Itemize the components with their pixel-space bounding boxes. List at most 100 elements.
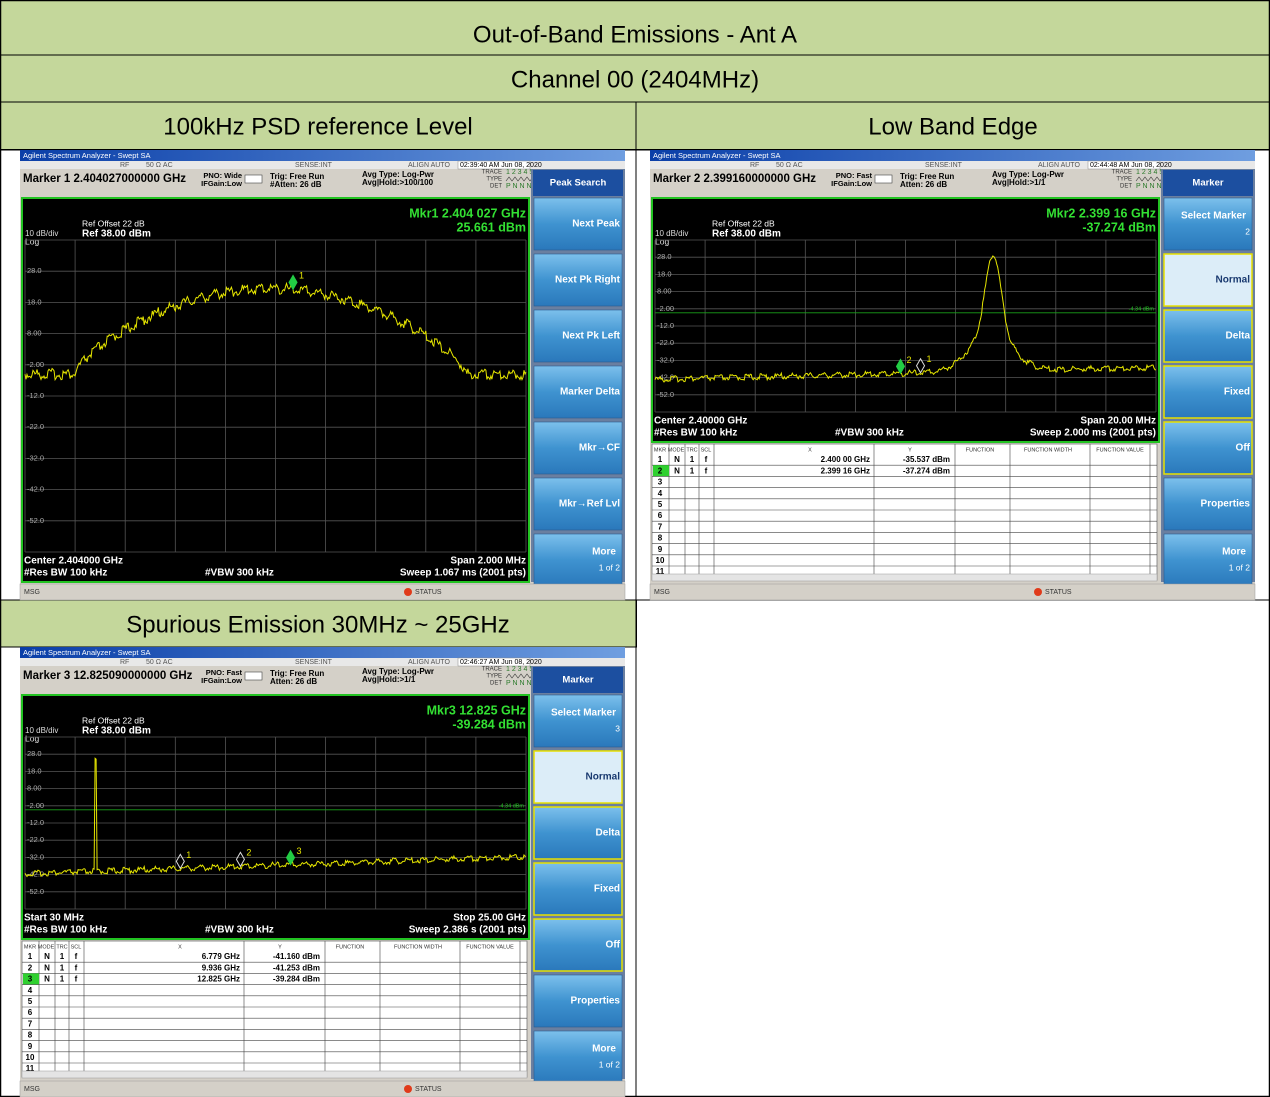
marker-number: 2 bbox=[246, 848, 251, 858]
ref-offset: Ref Offset 22 dB bbox=[82, 715, 145, 725]
table-cell: 7 bbox=[658, 522, 663, 531]
table-cell: 12.825 GHz bbox=[197, 975, 240, 984]
attenuation: Atten: 26 dB bbox=[270, 677, 317, 686]
table-cell: N bbox=[674, 466, 680, 475]
graticule-label: -12.0 bbox=[27, 818, 44, 827]
graticule-label: -32.0 bbox=[27, 852, 44, 861]
table-header: MKR bbox=[654, 447, 666, 453]
timestamp: 02:46:27 AM Jun 08, 2020 bbox=[460, 659, 542, 666]
graticule-label: -22.0 bbox=[657, 338, 674, 347]
softkey-label: Next Pk Right bbox=[555, 275, 621, 286]
table-cell: 1 bbox=[60, 975, 65, 984]
status: STATUS bbox=[415, 1086, 442, 1093]
softkey bbox=[534, 1031, 622, 1083]
table-cell: 2.400 00 GHz bbox=[821, 455, 870, 464]
window-title: Agilent Spectrum Analyzer - Swept SA bbox=[23, 151, 151, 160]
table-cell: N bbox=[44, 952, 50, 961]
ref-level: Ref 38.00 dBm bbox=[82, 726, 151, 737]
table-title: Out-of-Band Emissions - Ant A bbox=[473, 21, 797, 48]
window-title: Agilent Spectrum Analyzer - Swept SA bbox=[23, 648, 151, 657]
softkey-label: Properties bbox=[571, 996, 621, 1007]
table-header: FUNCTION VALUE bbox=[466, 944, 514, 950]
timestamp: 02:39:40 AM Jun 08, 2020 bbox=[460, 162, 542, 169]
table-cell: f bbox=[705, 466, 708, 475]
softkey-label: Fixed bbox=[594, 884, 620, 895]
softkey-sublabel: 1 of 2 bbox=[599, 562, 621, 572]
softkey-label: Select Marker bbox=[551, 708, 616, 719]
table-header: FUNCTION bbox=[336, 944, 364, 950]
rf-label: RF bbox=[120, 659, 129, 666]
marker-table bbox=[652, 444, 1157, 580]
det-label: DET bbox=[1120, 184, 1132, 190]
frequency-end: Span 2.000 MHz bbox=[450, 556, 526, 567]
avg-hold: Avg|Hold:>100/100 bbox=[362, 178, 434, 187]
report-page: Out-of-Band Emissions - Ant A Channel 00… bbox=[0, 0, 1270, 1097]
table-header: MODE bbox=[668, 447, 685, 453]
status-icon bbox=[1034, 588, 1042, 596]
graticule-label: 18.0 bbox=[657, 269, 672, 278]
graticule-label: 28.0 bbox=[657, 252, 672, 261]
frequency-end: Span 20.00 MHz bbox=[1080, 416, 1156, 427]
softkey-label: Properties bbox=[1201, 499, 1251, 510]
graticule-label: 8.00 bbox=[27, 784, 42, 793]
sense: SENSE:INT bbox=[925, 162, 963, 169]
table-header: MODE bbox=[38, 944, 55, 950]
table-cell: 6 bbox=[658, 511, 663, 520]
table-cell: -37.274 dBm bbox=[903, 466, 950, 475]
marker-readout: Marker 2 2.399160000000 GHz bbox=[653, 173, 816, 185]
softkey-label: Next Peak bbox=[572, 219, 620, 230]
marker-frequency: Mkr1 2.404 027 GHz bbox=[409, 206, 526, 220]
graticule-label: -12.0 bbox=[657, 321, 674, 330]
marker-readout: Marker 1 2.404027000000 GHz bbox=[23, 173, 186, 185]
sweep: Sweep 2.386 s (2001 pts) bbox=[409, 925, 526, 936]
msg: MSG bbox=[24, 589, 40, 596]
coupling: 50 Ω AC bbox=[146, 162, 173, 169]
rf-label: RF bbox=[120, 162, 129, 169]
table-cell: 1 bbox=[60, 963, 65, 972]
align: ALIGN AUTO bbox=[1038, 162, 1080, 169]
softkey bbox=[1164, 198, 1252, 250]
table-cell: N bbox=[44, 963, 50, 972]
table-cell: -35.537 dBm bbox=[903, 455, 950, 464]
frequency-end: Stop 25.00 GHz bbox=[453, 913, 526, 924]
ref-level: Ref 38.00 dBm bbox=[712, 229, 781, 240]
graticule-label: -32.0 bbox=[27, 453, 44, 462]
table-cell: 4 bbox=[658, 489, 663, 498]
ref-offset: Ref Offset 22 dB bbox=[712, 218, 775, 228]
softkey-label: Fixed bbox=[1224, 387, 1250, 398]
table-cell: 6.779 GHz bbox=[202, 952, 240, 961]
scrollbar bbox=[22, 1071, 527, 1078]
softkey-label: Normal bbox=[1216, 275, 1251, 286]
table-header: SCL bbox=[701, 447, 712, 453]
softkey-label: Delta bbox=[596, 828, 621, 839]
frequency-start: Center 2.404000 GHz bbox=[24, 556, 123, 567]
cell-heading: Spurious Emission 30MHz ~ 25GHz bbox=[126, 611, 509, 638]
type-label: TYPE bbox=[486, 674, 502, 680]
table-cell: f bbox=[75, 975, 78, 984]
table-cell: 10 bbox=[26, 1053, 35, 1062]
graticule-label: 28.0 bbox=[27, 266, 42, 275]
scale-type: Log bbox=[25, 733, 39, 743]
rbw: #Res BW 100 kHz bbox=[24, 925, 107, 936]
table-header: SCL bbox=[71, 944, 82, 950]
avg-hold: Avg|Hold:>1/1 bbox=[992, 178, 1046, 187]
table-cell: 5 bbox=[28, 997, 33, 1006]
table-header: Y bbox=[908, 447, 912, 453]
table-cell: 9 bbox=[658, 545, 663, 554]
softkey-label: Mkr→CF bbox=[579, 443, 620, 454]
graticule-label: -12.0 bbox=[27, 391, 44, 400]
ref-level: Ref 38.00 dBm bbox=[82, 229, 151, 240]
marker-level: -37.274 dBm bbox=[1082, 220, 1156, 234]
graticule-label: 28.0 bbox=[27, 749, 42, 758]
table-cell: N bbox=[674, 455, 680, 464]
align: ALIGN AUTO bbox=[408, 659, 450, 666]
table-subtitle: Channel 00 (2404MHz) bbox=[511, 66, 759, 93]
marker-readout: Marker 3 12.825090000000 GHz bbox=[23, 670, 193, 682]
graticule-label: -2.00 bbox=[27, 801, 44, 810]
marker-level: -39.284 dBm bbox=[452, 717, 526, 731]
scale-type: Log bbox=[25, 236, 39, 246]
table-cell: 1 bbox=[690, 455, 695, 464]
timestamp: 02:44:48 AM Jun 08, 2020 bbox=[1090, 162, 1172, 169]
rf-label: RF bbox=[750, 162, 759, 169]
avg-hold: Avg|Hold:>1/1 bbox=[362, 675, 416, 684]
